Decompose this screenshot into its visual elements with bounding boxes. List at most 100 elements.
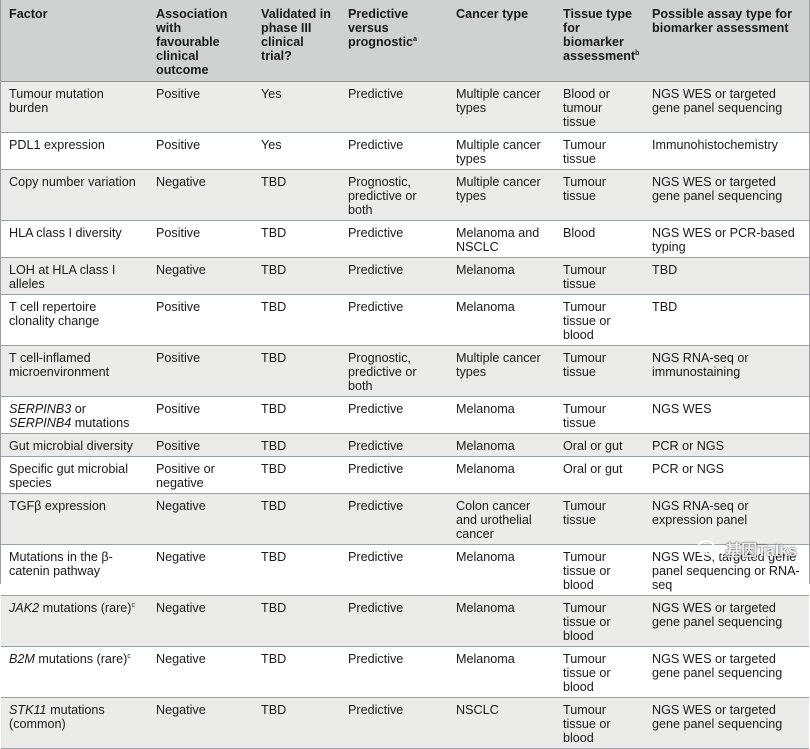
cell-tissue-type: Blood	[555, 220, 644, 258]
table-row: Tumour mutation burden Positive Yes Predict…	[1, 81, 809, 133]
cell-association: Positive	[148, 132, 253, 170]
cell-validated-text: TBD	[261, 462, 287, 476]
cell-cancer-type: Multiple cancer types	[448, 132, 555, 170]
cell-cancer-type: Melanoma	[448, 257, 555, 295]
cell-predictive-text: Prognostic, predictive or both	[348, 175, 417, 217]
table-row: SERPINB3 or SERPINB4 mutations Positive TB…	[1, 396, 809, 434]
cell-assay-type: NGS WES or targeted gene panel sequencin…	[644, 697, 809, 749]
cell-validated-text: TBD	[261, 601, 287, 615]
cell-tissue-type: Tumour tissue	[555, 493, 644, 545]
cell-predictive-text: Predictive	[348, 652, 404, 666]
cell-cancer-type: Multiple cancer types	[448, 345, 555, 397]
cell-factor: PDL1 expression	[1, 132, 148, 170]
cell-cancer-type-text: Melanoma	[456, 550, 515, 564]
footnote-marker: c	[131, 601, 136, 609]
cell-cancer-type: Melanoma	[448, 294, 555, 346]
cell-validated-text: TBD	[261, 263, 287, 277]
cell-predictive-text: Predictive	[348, 138, 404, 152]
cell-factor-text: TGFβ expression	[9, 499, 106, 513]
cell-tissue-type-text: Tumour tissue	[563, 263, 606, 291]
cell-validated-text: TBD	[261, 175, 287, 189]
cell-factor: LOH at HLA class I alleles	[1, 257, 148, 295]
cell-assay-type: PCR or NGS	[644, 433, 809, 457]
cell-tissue-type-text: Oral or gut	[563, 462, 623, 476]
cell-association-text: Positive	[156, 87, 201, 101]
cell-tissue-type-text: Tumour tissue	[563, 175, 606, 203]
cell-tissue-type-text: Tumour tissue or blood	[563, 300, 611, 342]
cell-tissue-type: Tumour tissue	[555, 257, 644, 295]
cell-tissue-type: Blood or tumour tissue	[555, 81, 644, 133]
cell-association: Negative	[148, 169, 253, 221]
cell-factor: Mutations in the β-catenin pathway	[1, 544, 148, 596]
cell-validated-text: TBD	[261, 439, 287, 453]
cell-association-text: Negative	[156, 175, 206, 189]
cell-assay-type: NGS WES or targeted gene panel sequencin…	[644, 81, 809, 133]
cell-tissue-type: Tumour tissue or blood	[555, 294, 644, 346]
cell-association: Negative	[148, 697, 253, 749]
cell-assay-type-text: Immunohistochemistry	[652, 138, 778, 152]
cell-cancer-type-text: Melanoma	[456, 439, 515, 453]
cell-predictive-text: Predictive	[348, 439, 404, 453]
cell-tissue-type: Tumour tissue or blood	[555, 595, 644, 647]
table-row: JAK2 mutations (rare)c Negative TBD Predict…	[1, 595, 809, 647]
cell-assay-type-text: TBD	[652, 300, 678, 314]
cell-association-text: Negative	[156, 550, 206, 564]
gene-name: SERPINB3	[9, 402, 72, 416]
cell-association: Negative	[148, 595, 253, 647]
cell-cancer-type: Multiple cancer types	[448, 169, 555, 221]
cell-validated: Yes	[253, 132, 340, 170]
cell-predictive: Prognostic, predictive or both	[340, 345, 448, 397]
table-body: Tumour mutation burden Positive Yes Predict…	[1, 81, 809, 749]
cell-predictive: Predictive	[340, 132, 448, 170]
cell-factor-text: Mutations in the β-catenin pathway	[9, 550, 113, 578]
cell-factor: Specific gut microbial species	[1, 456, 148, 494]
cell-validated-text: TBD	[261, 550, 287, 564]
table-row: Specific gut microbial species Positive o…	[1, 456, 809, 494]
cell-cancer-type: Melanoma and NSCLC	[448, 220, 555, 258]
cell-tissue-type-text: Tumour tissue or blood	[563, 550, 611, 592]
cell-tissue-type: Oral or gut	[555, 456, 644, 494]
cell-factor: SERPINB3 or SERPINB4 mutations	[1, 396, 148, 434]
cell-factor-text: Specific gut microbial species	[9, 462, 128, 490]
cell-predictive-text: Predictive	[348, 87, 404, 101]
cell-factor-text: B2M mutations (rare)	[9, 652, 128, 666]
footnote-marker: b	[635, 49, 640, 57]
cell-factor-text: LOH at HLA class I alleles	[9, 263, 116, 291]
cell-cancer-type: Melanoma	[448, 595, 555, 647]
cell-association-text: Negative	[156, 263, 206, 277]
header-assay-type: Possible assay type for biomarker assess…	[644, 0, 809, 82]
header-factor: Factor	[1, 0, 148, 82]
cell-tissue-type-text: Tumour tissue	[563, 402, 606, 430]
cell-association-text: Positive	[156, 351, 201, 365]
cell-tissue-type: Tumour tissue	[555, 132, 644, 170]
table-row: PDL1 expression Positive Yes Predictive Mul…	[1, 132, 809, 170]
cell-association-text: Positive	[156, 402, 201, 416]
cell-cancer-type-text: Colon cancer and urothelial cancer	[456, 499, 532, 541]
cell-predictive-text: Predictive	[348, 550, 404, 564]
table-row: Copy number variation Negative TBD Prognost…	[1, 169, 809, 221]
cell-validated: TBD	[253, 646, 340, 698]
cell-predictive-text: Predictive	[348, 300, 404, 314]
cell-tissue-type-text: Tumour tissue or blood	[563, 703, 611, 745]
cell-predictive: Predictive	[340, 493, 448, 545]
cell-validated: TBD	[253, 345, 340, 397]
cell-predictive: Predictive	[340, 646, 448, 698]
cell-assay-type-text: NGS RNA-seq or immunostaining	[652, 351, 749, 379]
cell-association: Negative	[148, 646, 253, 698]
cell-assay-type-text: NGS WES or PCR-based typing	[652, 226, 795, 254]
cell-factor: Tumour mutation burden	[1, 81, 148, 133]
cell-association-text: Negative	[156, 703, 206, 717]
cell-validated-text: Yes	[261, 87, 282, 101]
cell-validated: Yes	[253, 81, 340, 133]
cell-assay-type-text: NGS WES or targeted gene panel sequencin…	[652, 601, 783, 629]
header-validated: Validated in phase III clinical trial?	[253, 0, 340, 82]
cell-assay-type: NGS WES or PCR-based typing	[644, 220, 809, 258]
cell-tissue-type: Tumour tissue or blood	[555, 646, 644, 698]
cell-factor: HLA class I diversity	[1, 220, 148, 258]
cell-assay-type-text: NGS WES	[652, 402, 712, 416]
cell-validated-text: TBD	[261, 499, 287, 513]
cell-predictive-text: Predictive	[348, 601, 404, 615]
cell-assay-type-text: NGS WES or targeted gene panel sequencin…	[652, 175, 783, 203]
cell-factor: T cell-inflamed microenvironment	[1, 345, 148, 397]
